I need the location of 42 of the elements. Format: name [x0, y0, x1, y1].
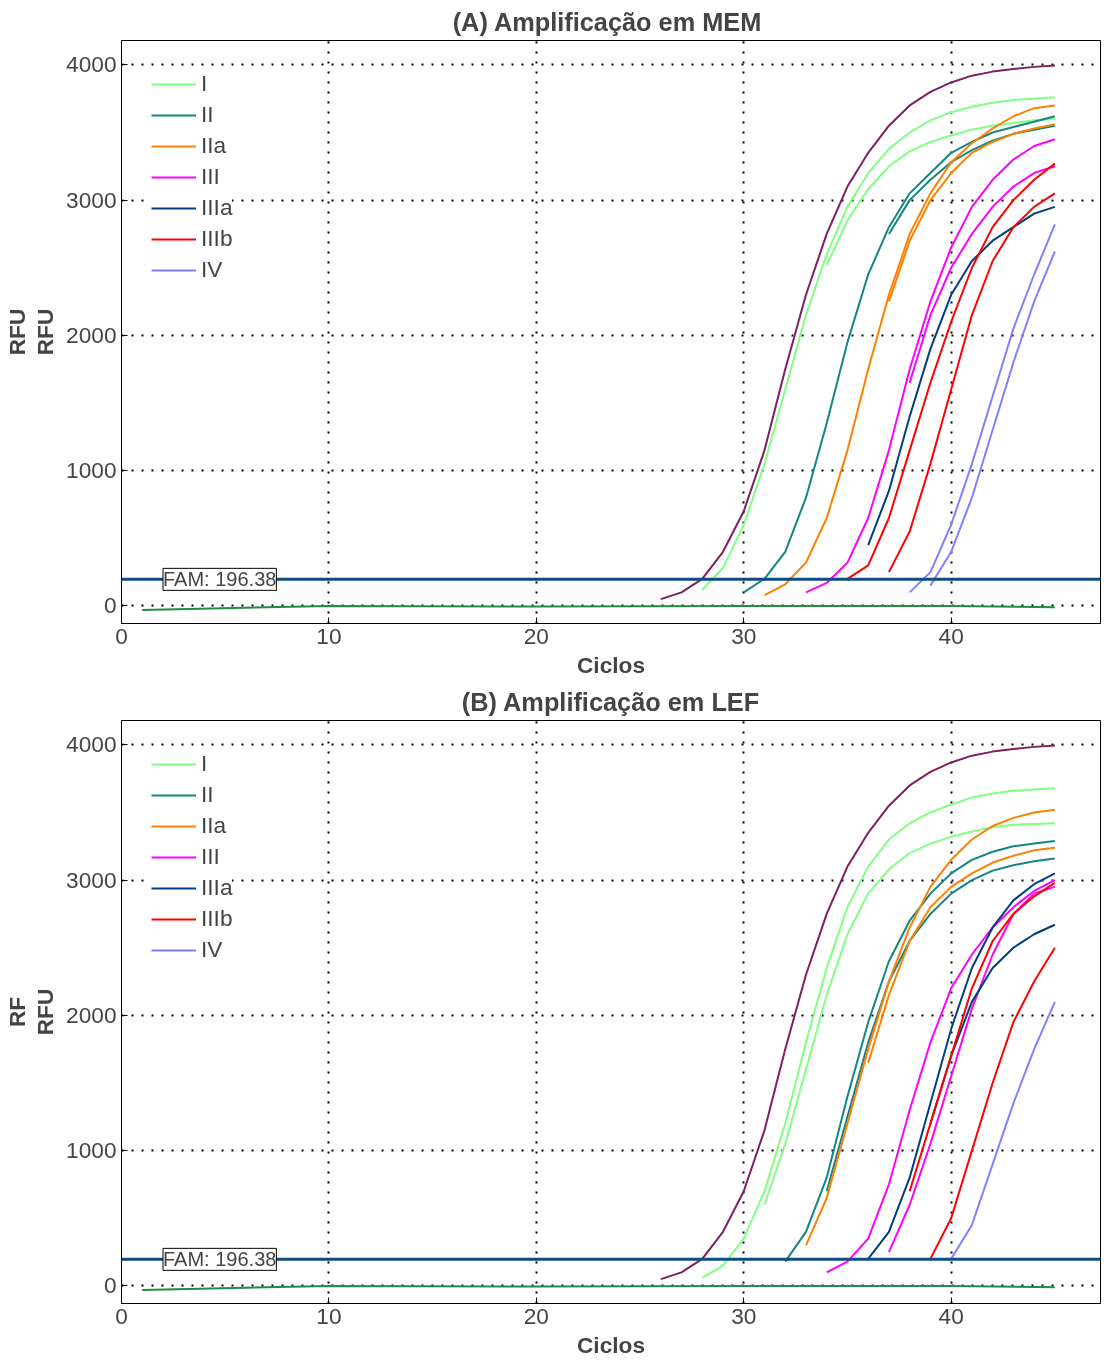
- y-tick-label: 1000: [66, 457, 117, 484]
- ref-line-label: FAM: 196.38: [162, 1248, 277, 1271]
- text: RFU: [3, 308, 30, 356]
- x-axis-title: Ciclos: [577, 1331, 645, 1358]
- legend-label: II: [201, 101, 215, 128]
- y-tick-label: 1000: [66, 1137, 117, 1164]
- legend-label: IIa: [201, 812, 227, 839]
- legend-label: I: [201, 750, 209, 777]
- y-axis-title: RFU: [32, 988, 59, 1036]
- x-tick-label: 20: [523, 622, 549, 649]
- y-tick-label: 3000: [66, 866, 117, 893]
- y-tick-label: 2000: [66, 321, 117, 348]
- y-axis-title: RFU: [32, 308, 59, 356]
- y-tick-label: 3000: [66, 186, 117, 213]
- legend-label: IIa: [201, 132, 227, 159]
- y-tick-label: 4000: [66, 51, 117, 78]
- x-tick-label: 40: [938, 622, 964, 649]
- legend-label: III: [201, 163, 221, 190]
- x-tick-label: 20: [523, 1302, 549, 1329]
- legend-label: IIIa: [201, 194, 233, 221]
- legend-label: I: [201, 70, 209, 97]
- chart-title: (A) Amplificação em MEM: [452, 7, 762, 36]
- y-tick-label: 0: [103, 592, 117, 619]
- y-tick-label: 2000: [66, 1001, 117, 1028]
- chart-title: (B) Amplificação em LEF: [461, 687, 760, 716]
- legend-label: IV: [201, 256, 223, 283]
- ref-line-label: FAM: 196.38: [162, 568, 277, 591]
- y-tick-label: 4000: [66, 731, 117, 758]
- legend-label: II: [201, 781, 215, 808]
- legend-label: IIIa: [201, 874, 233, 901]
- x-axis-title: Ciclos: [577, 651, 645, 678]
- x-tick-label: 10: [316, 622, 342, 649]
- legend-label: IIIb: [201, 225, 233, 252]
- y-tick-label: 0: [103, 1272, 117, 1299]
- text: RF: [3, 996, 30, 1028]
- x-tick-label: 30: [731, 622, 757, 649]
- x-tick-label: 40: [938, 1302, 964, 1329]
- x-tick-label: 30: [731, 1302, 757, 1329]
- legend-label: IIIb: [201, 905, 233, 932]
- legend-label: IV: [201, 936, 223, 963]
- x-tick-label: 10: [316, 1302, 342, 1329]
- legend-label: III: [201, 843, 221, 870]
